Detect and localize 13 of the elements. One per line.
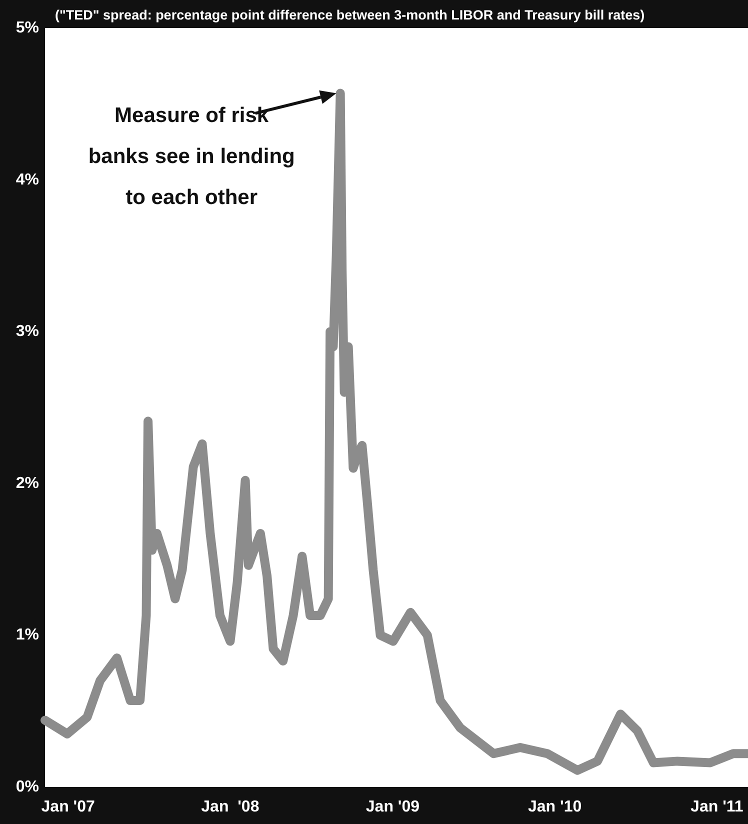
y-tick-label: 1% — [16, 626, 39, 644]
y-tick-label: 4% — [16, 171, 39, 188]
x-tick-label: Jan '11 — [690, 798, 744, 816]
annotation: Measure of risk banks see in lending to each other — [88, 103, 295, 212]
chart-title: ("TED" spread: percentage point difference between 3-month LIBOR and Treasury bill rates) — [55, 8, 645, 22]
x-tick-label: Jan '10 — [528, 798, 582, 816]
y-tick-label: 2% — [16, 474, 39, 492]
x-tick-label: Jan '07 — [41, 798, 95, 816]
y-tick-label: 5% — [16, 20, 39, 36]
y-tick-label: 3% — [16, 323, 39, 340]
y-tick-label: 0% — [16, 778, 39, 796]
x-tick-label: Jan '08 — [201, 798, 260, 816]
x-tick-label: Jan '09 — [366, 798, 420, 816]
